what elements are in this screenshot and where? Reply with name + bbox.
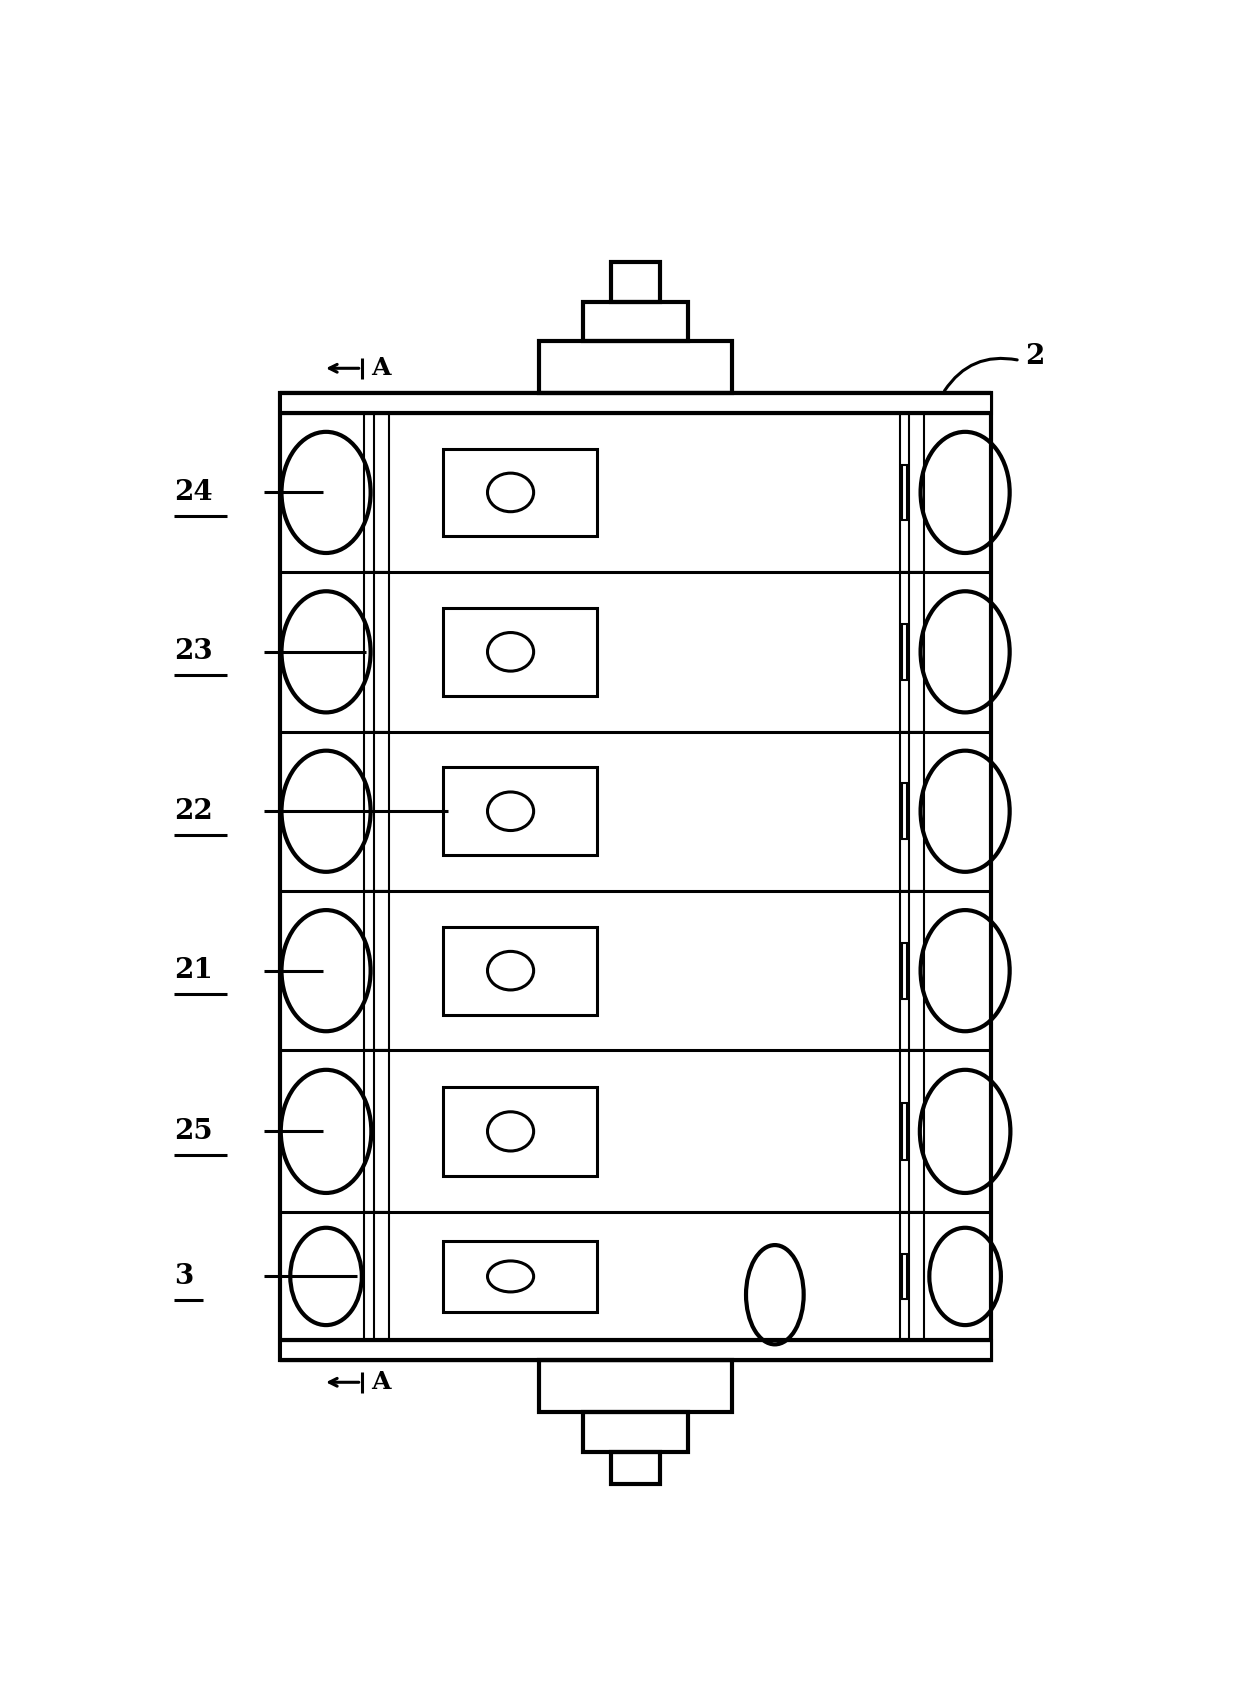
Bar bbox=[365, 572, 388, 731]
Bar bbox=[900, 891, 924, 1050]
Bar bbox=[365, 891, 388, 1050]
Bar bbox=[901, 784, 908, 838]
Bar bbox=[280, 1341, 991, 1359]
Bar bbox=[539, 1359, 732, 1412]
Bar bbox=[901, 465, 908, 521]
Bar bbox=[583, 1412, 688, 1451]
Bar bbox=[611, 1451, 660, 1485]
Bar bbox=[611, 263, 660, 302]
Text: A: A bbox=[371, 1369, 391, 1395]
Bar bbox=[901, 1254, 908, 1298]
Text: 24: 24 bbox=[174, 479, 213, 506]
Text: 2: 2 bbox=[1024, 343, 1044, 370]
Bar bbox=[901, 1103, 908, 1159]
Bar bbox=[900, 572, 924, 731]
Text: 25: 25 bbox=[174, 1118, 213, 1145]
Bar bbox=[365, 412, 388, 572]
Bar bbox=[444, 608, 598, 696]
Text: 23: 23 bbox=[174, 638, 213, 665]
Bar bbox=[280, 394, 991, 412]
Bar bbox=[900, 731, 924, 891]
Text: 22: 22 bbox=[174, 798, 213, 825]
Text: A: A bbox=[371, 356, 391, 380]
Bar bbox=[901, 624, 908, 680]
Bar bbox=[901, 944, 908, 998]
Bar bbox=[900, 1050, 924, 1212]
Bar bbox=[900, 1212, 924, 1341]
Text: 21: 21 bbox=[174, 957, 213, 984]
Bar bbox=[444, 448, 598, 536]
Bar bbox=[365, 1050, 388, 1212]
Bar bbox=[444, 767, 598, 855]
Bar bbox=[583, 302, 688, 341]
Text: 3: 3 bbox=[174, 1263, 193, 1290]
Bar bbox=[900, 412, 924, 572]
Bar bbox=[444, 927, 598, 1015]
Bar bbox=[444, 1086, 598, 1176]
Bar bbox=[539, 341, 732, 394]
Bar bbox=[365, 731, 388, 891]
Bar bbox=[280, 394, 991, 1359]
Bar bbox=[365, 1212, 388, 1341]
Bar bbox=[444, 1241, 598, 1312]
